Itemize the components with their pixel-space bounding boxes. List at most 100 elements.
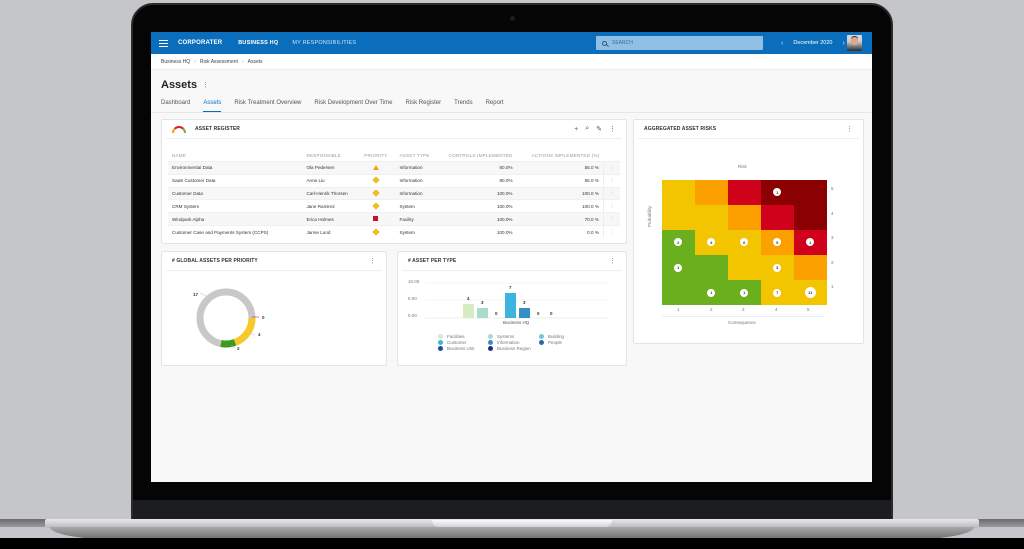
heatmap-cell[interactable]: 1 (662, 255, 695, 280)
tab-risk-treatment-overview[interactable]: Risk Treatment Overview (234, 100, 302, 106)
heatmap-cell[interactable] (761, 205, 794, 230)
tab-risk-register[interactable]: Risk Register (405, 100, 442, 106)
table-row[interactable]: Windpark Alpha Erica Holmes Facility 100… (168, 212, 620, 226)
legend-information[interactable]: Information (488, 340, 520, 345)
add-icon[interactable]: + (574, 125, 579, 133)
row-kebab-icon[interactable]: ⋮ (602, 224, 620, 239)
heatmap-cell[interactable]: 1 (695, 280, 728, 305)
menu-icon[interactable] (159, 39, 168, 47)
count-badge: 11 (804, 287, 816, 299)
top-bar: CORPORATER BUSINESS HQ MY RESPONSIBILITI… (151, 32, 872, 54)
heatmap-cell[interactable]: 11 (794, 280, 827, 305)
legend-facilities[interactable]: Facilities (438, 334, 465, 339)
cell-name[interactable]: SaaS Customer Data (168, 173, 303, 188)
heatmap-cell[interactable]: 3 (695, 230, 728, 255)
heatmap-cell[interactable] (695, 205, 728, 230)
cell-name[interactable]: Customer Case and Payments System (CCPS) (168, 224, 303, 239)
tab-report[interactable]: Report (485, 100, 504, 106)
heatmap-cell[interactable]: 1 (761, 180, 794, 205)
y-tick: 3 (831, 235, 834, 240)
heatmap-cell[interactable] (662, 280, 695, 305)
chevron-right-icon[interactable]: › (842, 39, 845, 47)
row-kebab-icon[interactable]: ⋮ (602, 199, 620, 213)
table-row[interactable]: Customer Data Carl-Henrik Thorsen Inform… (168, 186, 620, 200)
tab-risk-development-over-time[interactable]: Risk Development Over Time (314, 100, 393, 106)
kebab-menu-icon[interactable]: ⋮ (369, 257, 376, 265)
col-controls[interactable]: CONTROLS IMPLEMENTED (448, 153, 513, 158)
legend-systems[interactable]: Systems (488, 334, 514, 339)
row-kebab-icon[interactable]: ⋮ (602, 186, 620, 200)
tab-assets[interactable]: Assets (203, 100, 222, 112)
bar-customer (505, 293, 516, 318)
page-title: Assets (161, 79, 198, 91)
heatmap-cell[interactable] (695, 255, 728, 280)
row-kebab-icon[interactable]: ⋮ (602, 173, 620, 188)
search-icon[interactable]: ⌕ (585, 125, 590, 132)
heatmap-cell[interactable]: 1 (728, 280, 761, 305)
row-kebab-icon[interactable]: ⋮ (602, 161, 620, 175)
table-row[interactable]: SaaS Customer Data Anne Liu Information … (168, 173, 620, 188)
col-actions[interactable]: ACTIONS IMPLEMENTED (%) (531, 153, 600, 158)
cell-name[interactable]: Environmental Data (168, 161, 303, 175)
legend-building[interactable]: Building (539, 334, 564, 339)
cell-actions: 0.0 % (516, 224, 604, 239)
heatmap-cell[interactable] (662, 205, 695, 230)
heatmap-cell[interactable] (794, 180, 827, 205)
heatmap-cell[interactable] (794, 255, 827, 280)
heatmap-cell[interactable] (728, 205, 761, 230)
cell-controls: 100.0% (442, 224, 517, 239)
heatmap-cell[interactable]: 3 (761, 255, 794, 280)
period-label[interactable]: December 2020 (793, 40, 833, 46)
bar-label: 0 (550, 311, 553, 316)
count-badge: 1 (707, 288, 716, 297)
heatmap-cell[interactable] (695, 180, 728, 205)
breadcrumb-business-hq[interactable]: Business HQ (161, 58, 191, 65)
heatmap-cell[interactable] (728, 180, 761, 205)
nav-business-hq[interactable]: BUSINESS HQ (238, 40, 279, 46)
legend-business-unit[interactable]: Business Unit (438, 346, 475, 351)
table-row[interactable]: Customer Case and Payments System (CCPS)… (168, 224, 620, 239)
kebab-menu-icon[interactable]: ⋮ (609, 257, 616, 265)
search-input[interactable]: SEARCH (596, 36, 763, 50)
app-screen: CORPORATER BUSINESS HQ MY RESPONSIBILITI… (151, 32, 872, 482)
col-priority[interactable]: PRIORITY (364, 153, 388, 158)
count-badge: 3 (707, 238, 716, 247)
page-menu-icon[interactable]: ⋮ (202, 82, 210, 89)
legend-business-region[interactable]: Business Region (488, 346, 531, 351)
tab-trends[interactable]: Trends (454, 100, 473, 106)
nav-my-responsibilities[interactable]: MY RESPONSIBILITIES (292, 40, 357, 46)
heatmap-cell[interactable]: 5 (761, 230, 794, 255)
diamond-icon (373, 202, 379, 209)
col-responsible[interactable]: RESPONSIBLE (306, 153, 342, 158)
heatmap-cell[interactable]: 6 (728, 230, 761, 255)
x-tick: 1 (677, 307, 680, 312)
row-kebab-icon[interactable]: ⋮ (602, 212, 620, 226)
tab-dashboard[interactable]: Dashboard (161, 100, 191, 106)
cell-name[interactable]: Windpark Alpha (168, 212, 303, 226)
table-row[interactable]: Environmental Data Ola Pedersen Informat… (168, 161, 620, 175)
heatmap-cell[interactable] (794, 205, 827, 230)
heatmap-cell[interactable]: 7 (761, 280, 794, 305)
heatmap-cell[interactable]: 2 (662, 230, 695, 255)
logo[interactable]: CORPORATER (178, 40, 223, 46)
legend-people[interactable]: People (539, 340, 562, 345)
col-name[interactable]: NAME (172, 153, 187, 158)
edit-icon[interactable]: ✎ (596, 126, 602, 133)
heatmap-cell[interactable] (728, 255, 761, 280)
legend-customer[interactable]: Customer (438, 340, 467, 345)
table-row[interactable]: CRM System Jane Ramirez System 100.0% 10… (168, 199, 620, 213)
heatmap-cell[interactable] (662, 180, 695, 205)
cell-name[interactable]: CRM System (168, 199, 303, 213)
breadcrumb-assets[interactable]: Assets (247, 58, 263, 65)
cell-name[interactable]: Customer Data (168, 186, 303, 200)
period-selector: ‹ December 2020 › (771, 32, 855, 54)
kebab-menu-icon[interactable]: ⋮ (846, 125, 853, 133)
laptop-chin (133, 500, 891, 520)
breadcrumb-risk-assessment[interactable]: Risk Assessment (199, 58, 238, 65)
card-title: ASSET REGISTER (195, 126, 241, 132)
kebab-menu-icon[interactable]: ⋮ (609, 126, 616, 133)
chevron-left-icon[interactable]: ‹ (781, 39, 784, 47)
col-asset-type[interactable]: ASSET TYPE (399, 153, 430, 158)
avatar[interactable] (847, 35, 862, 51)
heatmap-cell[interactable]: 1 (794, 230, 827, 255)
